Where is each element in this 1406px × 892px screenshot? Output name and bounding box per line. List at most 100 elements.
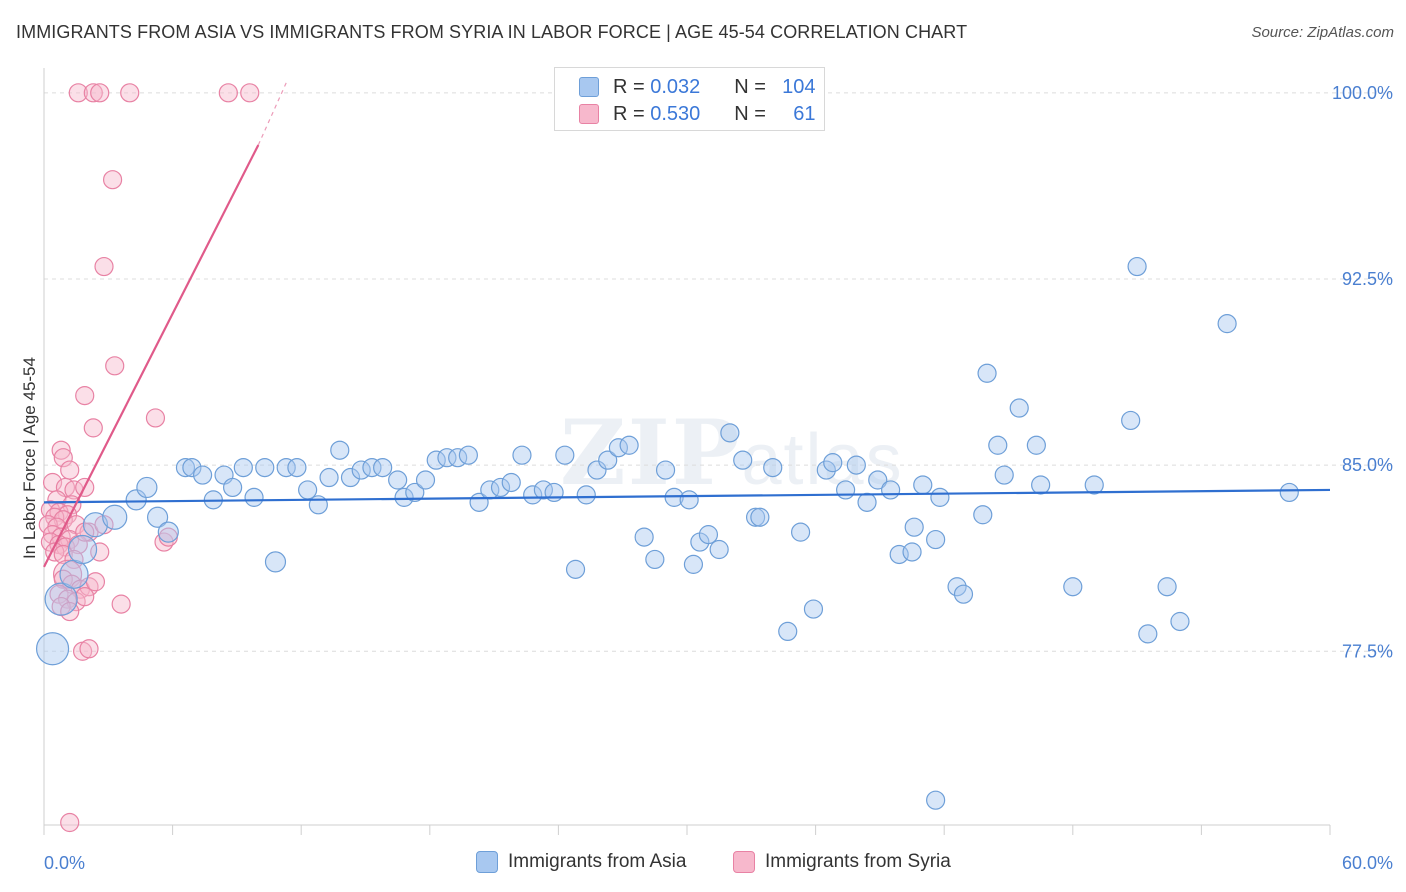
asia-point [136, 476, 158, 499]
asia-point [394, 487, 414, 507]
syria-point [53, 448, 73, 468]
legend-n-value: 104 [782, 75, 816, 98]
asia-point [44, 582, 78, 616]
asia-point [1031, 475, 1051, 495]
asia-point [146, 506, 169, 528]
asia-point [868, 470, 888, 490]
asia-point [953, 584, 974, 604]
series-label-syria: Immigrants from Syria [765, 851, 951, 872]
asia-point [1009, 398, 1029, 418]
x-ticks [43, 825, 1331, 835]
asia-point [913, 475, 933, 495]
asia-point [926, 790, 946, 810]
asia-point [1217, 314, 1237, 334]
syria-point [60, 812, 80, 833]
asia-point [745, 507, 766, 527]
asia-point [555, 445, 575, 465]
legend-n-label: N = [734, 75, 772, 98]
asia-point [125, 489, 147, 511]
source-credit: Source: ZipAtlas.com [1251, 24, 1394, 41]
asia-point [565, 559, 586, 579]
legend-r-label: R = [613, 102, 651, 125]
asia-point [679, 490, 699, 510]
asia-point [994, 465, 1014, 485]
asia-point [683, 554, 704, 574]
x-tick-label-max: 60.0% [1342, 853, 1393, 873]
asia-point [634, 527, 654, 547]
asia-point [598, 450, 618, 470]
asia-point [816, 460, 836, 480]
syria-point [75, 386, 95, 406]
syria-point [218, 83, 238, 103]
asia-point [836, 480, 856, 500]
asia-point [803, 599, 824, 619]
asia-point [881, 480, 901, 500]
asia-point [437, 448, 457, 468]
syria-point [83, 418, 103, 438]
asia-point [977, 363, 997, 383]
asia-point [415, 470, 436, 490]
syria-point [53, 544, 73, 565]
asia-point [947, 577, 967, 597]
asia-point [544, 482, 564, 503]
series-swatch-syria [733, 851, 755, 873]
asia-point [102, 504, 128, 530]
asia-point [523, 485, 543, 505]
syria-point [240, 83, 260, 103]
asia-point [175, 457, 196, 478]
syria-point [83, 83, 103, 103]
trend-lines [43, 82, 1331, 568]
asia-point [857, 492, 877, 512]
asia-point [458, 445, 478, 465]
watermark: ZIPatlas [560, 400, 904, 506]
asia-point [276, 457, 296, 478]
correlation-legend: R = 0.032 N = 104 R = 0.530 N = 61 [554, 67, 825, 131]
asia-point [264, 551, 287, 573]
asia-point [709, 539, 729, 560]
y-tick-label: 85.0% [1342, 455, 1393, 475]
asia-point [373, 457, 393, 478]
asia-point [698, 525, 719, 545]
asia-point [846, 455, 866, 475]
y-tick-label: 92.5% [1342, 269, 1393, 289]
asia-point [1170, 611, 1190, 632]
chart-title: IMMIGRANTS FROM ASIA VS IMMIGRANTS FROM … [16, 22, 968, 42]
asia-point [926, 529, 946, 550]
asia-point [1138, 624, 1158, 644]
series-legend-syria[interactable]: Immigrants from Syria [733, 851, 951, 873]
syria-trend-line-extension [257, 82, 287, 146]
asia-point [244, 487, 264, 507]
syria-point [60, 460, 80, 480]
asia-point [1084, 475, 1104, 495]
syria-point [94, 256, 114, 277]
asia-point [720, 423, 740, 443]
asia-point [59, 559, 89, 589]
asia-point [778, 621, 798, 642]
asia-point [619, 435, 639, 455]
syria-point [51, 440, 71, 460]
legend-n-label: N = [734, 102, 772, 125]
syria-point [90, 83, 110, 103]
syria-point [102, 170, 123, 190]
asia-point [1026, 435, 1046, 455]
asia-point [501, 472, 521, 493]
legend-row-syria: R = 0.530 N = 61 [579, 101, 816, 127]
asia-point [973, 505, 993, 525]
legend-row-asia: R = 0.032 N = 104 [579, 74, 816, 100]
asia-point [157, 521, 179, 543]
asia-point [645, 549, 665, 570]
series-legend-asia[interactable]: Immigrants from Asia [476, 851, 686, 873]
legend-swatch-syria [579, 104, 599, 124]
asia-point [255, 457, 275, 478]
asia-point [182, 457, 202, 478]
asia-points [35, 256, 1299, 810]
asia-point [904, 517, 924, 537]
axes [43, 68, 1330, 826]
watermark-main: ZIP [560, 400, 742, 506]
y-tick-label: 77.5% [1342, 641, 1393, 661]
asia-trend-line [43, 488, 1331, 504]
asia-point [1063, 577, 1083, 597]
asia-point [362, 457, 382, 478]
asia-point [1157, 577, 1177, 597]
